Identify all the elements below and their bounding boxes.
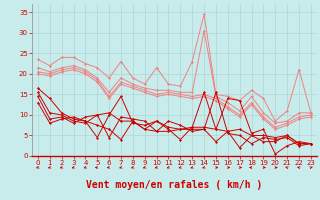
X-axis label: Vent moyen/en rafales ( km/h ): Vent moyen/en rafales ( km/h ) bbox=[86, 180, 262, 190]
